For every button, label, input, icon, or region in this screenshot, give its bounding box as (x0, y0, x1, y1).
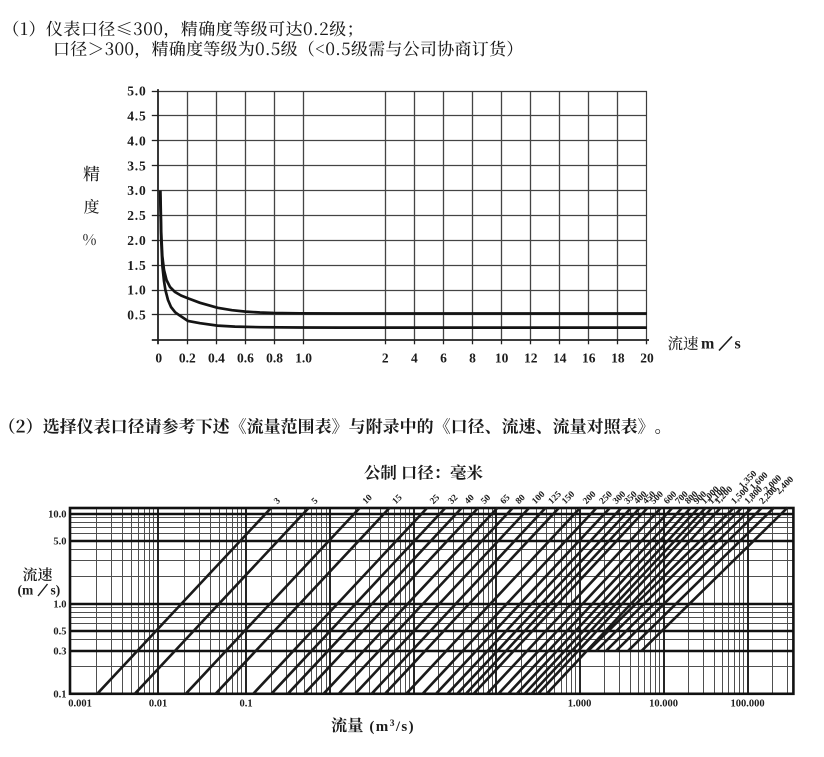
svg-text:0.01: 0.01 (149, 699, 167, 710)
svg-text:0.001: 0.001 (68, 699, 92, 710)
svg-text:s): s) (51, 583, 61, 598)
svg-text:m: m (701, 336, 715, 353)
svg-text:100.000: 100.000 (730, 699, 764, 710)
svg-text:3.5: 3.5 (127, 158, 146, 173)
svg-text:4: 4 (411, 351, 418, 366)
svg-text:10: 10 (495, 351, 509, 366)
svg-text:0.8: 0.8 (266, 351, 283, 366)
svg-text:65: 65 (499, 493, 513, 507)
svg-text:200: 200 (581, 489, 598, 506)
svg-text:16: 16 (582, 351, 596, 366)
svg-text:18: 18 (611, 351, 625, 366)
svg-text:0.4: 0.4 (208, 351, 225, 366)
svg-text:5: 5 (310, 496, 321, 507)
svg-text:14: 14 (553, 351, 567, 366)
svg-text:15: 15 (391, 493, 405, 507)
svg-text:(m: (m (18, 583, 34, 598)
svg-text:6: 6 (440, 351, 447, 366)
svg-text:1.0: 1.0 (127, 283, 146, 298)
svg-text:25: 25 (428, 493, 442, 507)
svg-text:5.0: 5.0 (53, 537, 66, 548)
svg-text:1.0: 1.0 (295, 351, 312, 366)
svg-text:5.0: 5.0 (127, 84, 146, 99)
svg-text:0.1: 0.1 (53, 689, 66, 700)
svg-text:3.0: 3.0 (127, 183, 146, 198)
svg-text:0.3: 0.3 (53, 647, 66, 658)
svg-text:40: 40 (463, 493, 477, 507)
svg-text:0.6: 0.6 (237, 351, 254, 366)
svg-text:3: 3 (272, 496, 283, 507)
svg-text:20: 20 (640, 351, 654, 366)
svg-text:(m3/s): (m3/s) (369, 719, 415, 735)
svg-text:1.000: 1.000 (568, 699, 592, 710)
svg-text:10: 10 (361, 493, 375, 507)
svg-text:10.000: 10.000 (649, 699, 678, 710)
svg-text:0: 0 (155, 351, 162, 366)
svg-text:2: 2 (382, 351, 389, 366)
svg-text:1.0: 1.0 (53, 599, 66, 610)
svg-text:0.1: 0.1 (239, 699, 252, 710)
svg-text:32: 32 (447, 493, 461, 507)
svg-text:100: 100 (530, 489, 547, 506)
svg-text:8: 8 (469, 351, 476, 366)
svg-text:2.0: 2.0 (127, 233, 146, 248)
svg-text:80: 80 (514, 493, 528, 507)
svg-text:s: s (735, 336, 741, 353)
svg-text:50: 50 (479, 493, 493, 507)
svg-text:12: 12 (524, 351, 538, 366)
svg-text:0.2: 0.2 (179, 351, 196, 366)
svg-text:10.0: 10.0 (48, 509, 66, 520)
svg-text:150: 150 (560, 489, 577, 506)
svg-text:4.0: 4.0 (127, 133, 146, 148)
svg-text:2.5: 2.5 (127, 208, 146, 223)
svg-text:4.5: 4.5 (127, 109, 146, 124)
svg-text:1.5: 1.5 (127, 258, 146, 273)
svg-text:0.5: 0.5 (127, 308, 146, 323)
svg-text:0.5: 0.5 (53, 627, 66, 638)
